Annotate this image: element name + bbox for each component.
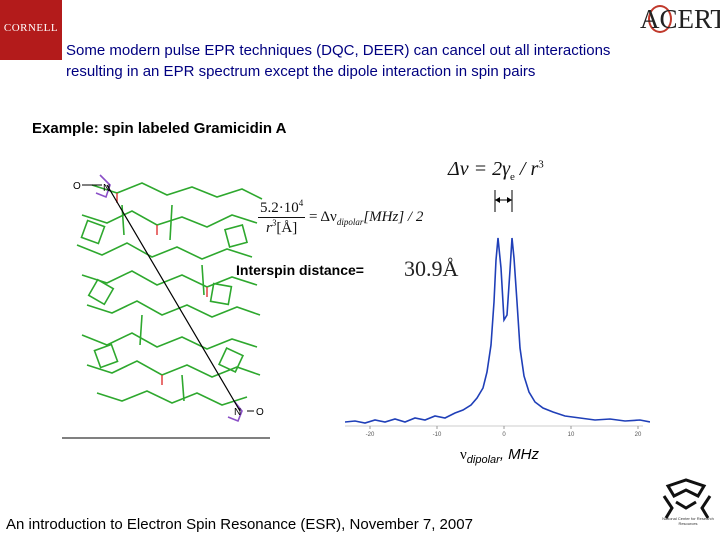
formula-top-exp: 3 bbox=[538, 158, 544, 171]
arrow-head-right-icon bbox=[507, 197, 512, 203]
acert-logo-ring-icon bbox=[648, 5, 672, 33]
nhmfl-logo-icon bbox=[662, 478, 712, 519]
intro-line-1: Some modern pulse EPR techniques (DQC, D… bbox=[66, 42, 611, 59]
nhmfl-logo-text: National Center for Research Resources bbox=[662, 516, 714, 526]
dipolar-spectrum-chart: -20 -10 0 10 20 bbox=[345, 190, 650, 438]
molecule-label-o-top: O bbox=[73, 181, 81, 192]
acert-logo: ACERT bbox=[634, 2, 720, 40]
formula-numerator: 5.2·10 bbox=[260, 200, 299, 216]
gramicidin-molecule-image: O N N O bbox=[62, 174, 270, 439]
x-tick-label: 20 bbox=[635, 432, 642, 438]
formula-top-sub: e bbox=[510, 171, 515, 183]
formula-rhs-sub: dipolar bbox=[336, 216, 364, 227]
molecule-label-n-top: N bbox=[103, 183, 110, 194]
formula-numerator-exp: 4 bbox=[298, 198, 304, 208]
interspin-distance-value: 30.9Å bbox=[404, 256, 459, 281]
cornell-logo-text: CORNELL bbox=[3, 22, 59, 34]
formula-rhs-tail: [MHz] / 2 bbox=[363, 209, 424, 225]
formula-top-rhs: / r bbox=[514, 158, 539, 180]
intro-text: Some modern pulse EPR techniques (DQC, D… bbox=[66, 40, 720, 82]
formula-denominator: r bbox=[266, 220, 272, 236]
cornell-logo bbox=[0, 0, 62, 60]
formula-denominator-exp: 3 bbox=[271, 218, 277, 228]
x-axis-label: νdipolar, MHz bbox=[460, 446, 539, 466]
x-axis-sub: dipolar bbox=[466, 454, 500, 466]
molecule-label-o-bottom: O bbox=[256, 407, 264, 418]
acert-logo-text: ACERT bbox=[640, 4, 720, 34]
formula-top-lhs: Δν = 2γ bbox=[448, 158, 510, 180]
arrow-head-left-icon bbox=[495, 197, 500, 203]
distance-formula: 5.2·104 r3[Å] = Δνdipolar[MHz] / 2 bbox=[258, 198, 423, 237]
formula-rhs: = Δν bbox=[309, 209, 337, 225]
example-heading: Example: spin labeled Gramicidin A bbox=[32, 120, 287, 137]
molecule-label-n-bottom: N bbox=[234, 407, 241, 418]
spectrum-trace bbox=[345, 237, 650, 424]
x-axis-unit: , MHz bbox=[499, 446, 539, 463]
x-tick-label: -20 bbox=[366, 432, 375, 438]
dipolar-frequency-formula: Δν = 2γe / r3 bbox=[448, 158, 544, 183]
x-tick-label: -10 bbox=[433, 432, 442, 438]
x-tick-labels: -20 -10 0 10 20 bbox=[366, 426, 642, 438]
intro-line-2: resulting in an EPR spectrum except the … bbox=[66, 63, 536, 80]
footer-text: An introduction to Electron Spin Resonan… bbox=[6, 516, 473, 533]
x-axis-nu: ν bbox=[460, 447, 467, 463]
interspin-distance-label: Interspin distance= bbox=[236, 262, 364, 278]
formula-denominator-unit: [Å] bbox=[276, 220, 298, 236]
x-tick-label: 10 bbox=[568, 432, 575, 438]
x-tick-label: 0 bbox=[502, 432, 506, 438]
